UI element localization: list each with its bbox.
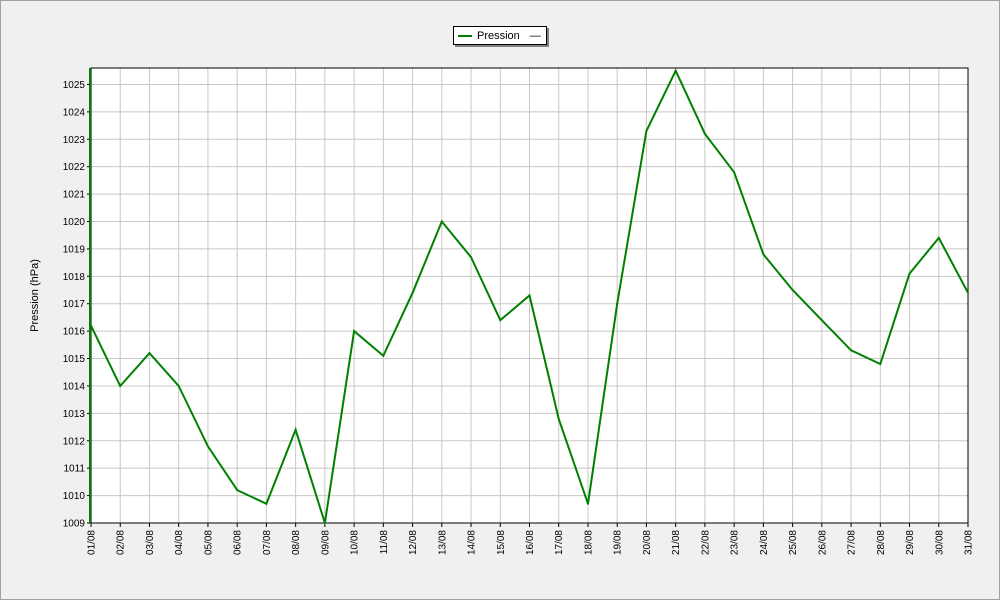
data-point — [353, 330, 356, 333]
legend-suffix: — — [529, 29, 541, 42]
x-tick-label: 01/08 — [87, 530, 98, 555]
data-point — [879, 363, 882, 366]
y-tick-label: 1025 — [63, 80, 86, 91]
x-tick-label: 14/08 — [467, 530, 478, 555]
data-point — [148, 352, 151, 355]
data-point — [382, 354, 385, 357]
data-point — [762, 253, 765, 256]
data-point — [674, 69, 677, 72]
data-point — [733, 171, 736, 174]
data-point — [440, 220, 443, 223]
y-axis-label: Pression (hPa) — [29, 259, 41, 332]
x-tick-label: 27/08 — [847, 530, 858, 555]
x-tick-label: 05/08 — [203, 530, 214, 555]
data-point — [937, 236, 940, 239]
data-point — [645, 130, 648, 133]
y-tick-label: 1019 — [63, 244, 86, 255]
x-tick-label: 17/08 — [554, 530, 565, 555]
x-tick-label: 06/08 — [233, 530, 244, 555]
data-point — [119, 384, 122, 387]
y-tick-label: 1022 — [63, 162, 86, 173]
data-point — [557, 417, 560, 420]
x-tick-label: 19/08 — [613, 530, 624, 555]
x-tick-label: 20/08 — [642, 530, 653, 555]
data-point — [294, 428, 297, 431]
data-point — [850, 349, 853, 352]
x-tick-label: 22/08 — [700, 530, 711, 555]
data-point — [586, 502, 589, 505]
y-tick-label: 1014 — [63, 381, 86, 392]
x-tick-label: 30/08 — [934, 530, 945, 555]
x-tick-label: 08/08 — [291, 530, 302, 555]
data-point — [206, 445, 209, 448]
x-tick-label: 02/08 — [116, 530, 127, 555]
data-point — [528, 294, 531, 297]
data-point — [323, 522, 326, 524]
data-point — [236, 489, 239, 492]
data-point — [703, 132, 706, 135]
x-tick-label: 11/08 — [379, 530, 390, 555]
x-tick-label: 28/08 — [876, 530, 887, 555]
x-tick-label: 31/08 — [964, 530, 975, 555]
x-tick-label: 16/08 — [525, 530, 536, 555]
x-tick-label: 29/08 — [905, 530, 916, 555]
data-point — [265, 502, 268, 505]
data-point — [499, 319, 502, 322]
x-tick-label: 10/08 — [350, 530, 361, 555]
legend-label-pression: Pression — [477, 29, 520, 42]
y-tick-label: 1017 — [63, 299, 86, 310]
x-tick-label: 24/08 — [759, 530, 770, 555]
data-point — [791, 289, 794, 292]
y-tick-label: 1023 — [63, 135, 86, 146]
x-tick-label: 04/08 — [174, 530, 185, 555]
data-point — [177, 384, 180, 387]
y-tick-label: 1021 — [63, 190, 86, 201]
x-tick-label: 03/08 — [145, 530, 156, 555]
data-point — [967, 291, 969, 294]
data-point — [908, 272, 911, 275]
y-tick-label: 1012 — [63, 436, 86, 447]
x-tick-label: 21/08 — [671, 530, 682, 555]
y-tick-label: 1016 — [63, 327, 86, 338]
legend: Pression — — [453, 26, 547, 45]
x-tick-label: 09/08 — [320, 530, 331, 555]
data-point — [411, 291, 414, 294]
data-point — [616, 302, 619, 305]
y-tick-label: 1011 — [63, 464, 85, 475]
x-tick-label: 25/08 — [788, 530, 799, 555]
y-tick-label: 1015 — [63, 354, 86, 365]
x-tick-label: 12/08 — [408, 530, 419, 555]
x-tick-label: 23/08 — [730, 530, 741, 555]
legend-swatch-pression — [458, 34, 472, 37]
y-tick-label: 1020 — [63, 217, 86, 228]
y-tick-label: 1009 — [63, 519, 86, 530]
x-tick-label: 15/08 — [496, 530, 507, 555]
data-point — [820, 319, 823, 322]
y-tick-label: 1024 — [63, 107, 86, 118]
y-tick-label: 1010 — [63, 491, 86, 502]
x-tick-label: 07/08 — [262, 530, 273, 555]
x-tick-label: 13/08 — [437, 530, 448, 555]
x-tick-label: 26/08 — [817, 530, 828, 555]
y-tick-label: 1018 — [63, 272, 86, 283]
data-point — [470, 256, 473, 259]
y-tick-label: 1013 — [63, 409, 86, 420]
data-point — [90, 324, 92, 327]
x-tick-label: 18/08 — [583, 530, 594, 555]
